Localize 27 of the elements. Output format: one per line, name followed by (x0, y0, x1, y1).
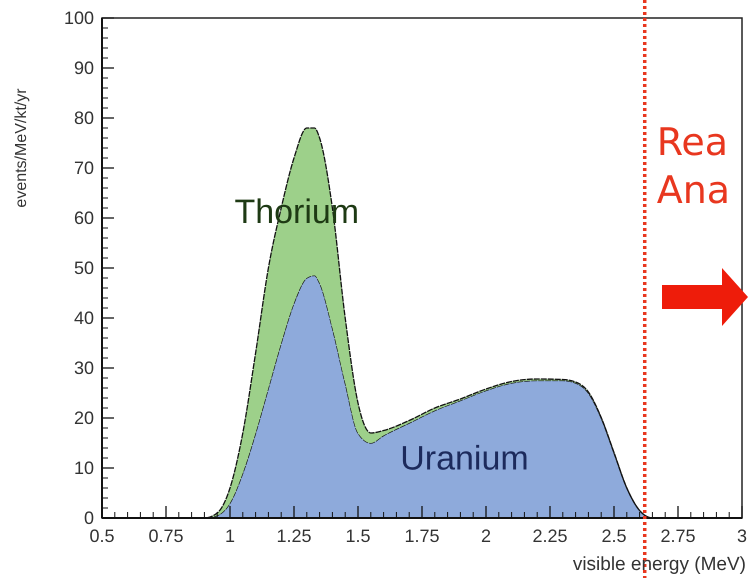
x-tick-label: 0.5 (89, 526, 115, 546)
series-label: Uranium (400, 440, 529, 478)
annotation: Rea (656, 120, 728, 164)
x-tick-label: 1.75 (404, 526, 440, 546)
annotation: Ana (656, 168, 730, 212)
x-tick-label: 1.5 (345, 526, 371, 546)
y-tick-label: 70 (74, 158, 94, 178)
x-tick-label: 2.75 (660, 526, 696, 546)
x-tick-label: 2.5 (601, 526, 627, 546)
y-tick-label: 60 (74, 208, 94, 228)
y-tick-label: 10 (74, 458, 94, 478)
x-tick-label: 1 (224, 526, 236, 546)
y-tick-label: 20 (74, 408, 94, 428)
x-axis-title: visible energy (MeV) (572, 554, 746, 575)
y-tick-label: 30 (74, 358, 94, 378)
x-tick-label: 1.25 (276, 526, 312, 546)
y-tick-label: 80 (74, 108, 94, 128)
y-tick-label: 0 (84, 508, 94, 528)
x-tick-label: 2.25 (532, 526, 568, 546)
y-tick-label: 40 (74, 308, 94, 328)
y-tick-label: 90 (74, 58, 94, 78)
y-axis-title: events/MeV/kt/yr (13, 88, 30, 208)
x-tick-label: 2 (480, 526, 492, 546)
x-tick-label: 0.75 (148, 526, 184, 546)
y-tick-label: 50 (74, 258, 94, 278)
x-tick-label: 3 (736, 526, 748, 546)
y-tick-label: 100 (64, 8, 94, 28)
